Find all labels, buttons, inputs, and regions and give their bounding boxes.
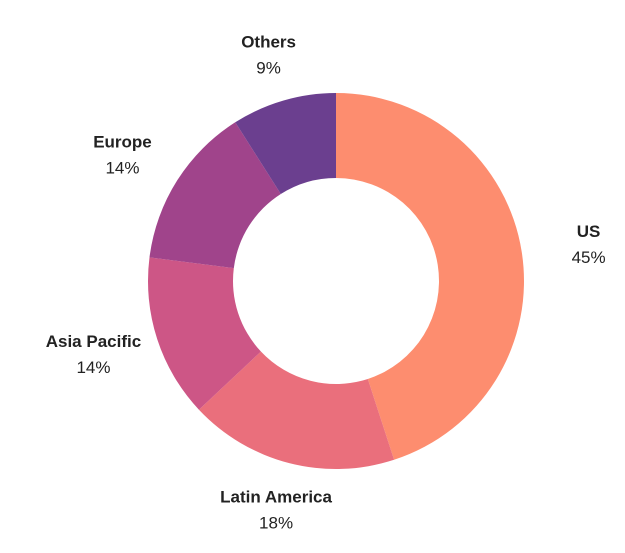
donut-labels: US 45% Latin America 18% Asia Pacific 14% Euro… xyxy=(46,32,606,532)
slice-label-asia-pacific: Asia Pacific xyxy=(46,332,141,351)
slice-label-others: Others xyxy=(241,32,296,51)
slice-us[interactable] xyxy=(336,93,524,460)
slice-latin-america[interactable] xyxy=(198,351,395,469)
slice-label-europe: Europe xyxy=(93,133,152,152)
slice-value-asia-pacific: 14% xyxy=(76,358,110,377)
slice-others[interactable] xyxy=(235,93,336,195)
slice-label-latin-america: Latin America xyxy=(220,488,332,507)
slice-value-latin-america: 18% xyxy=(259,514,293,533)
donut-slices xyxy=(148,93,524,469)
slice-value-europe: 14% xyxy=(105,159,139,178)
slice-value-others: 9% xyxy=(256,58,281,77)
slice-label-us: US xyxy=(577,222,601,241)
slice-value-us: 45% xyxy=(572,248,606,267)
slice-asia-pacific[interactable] xyxy=(148,257,261,410)
slice-europe[interactable] xyxy=(149,122,281,269)
